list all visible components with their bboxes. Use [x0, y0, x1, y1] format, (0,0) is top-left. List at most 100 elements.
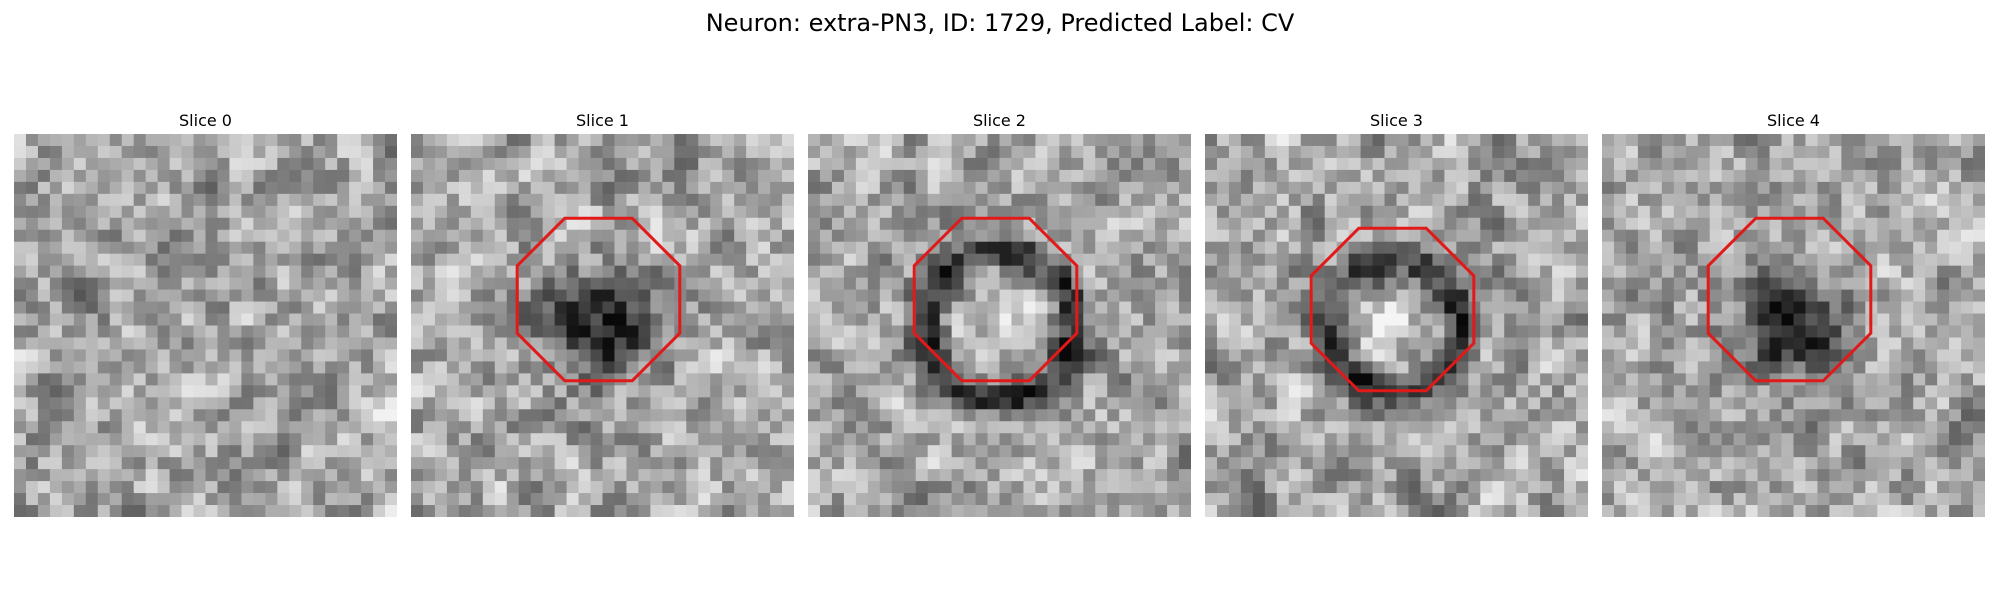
pixel [1384, 481, 1397, 494]
pixel [1011, 385, 1024, 398]
pixel [530, 421, 544, 434]
pixel [662, 277, 675, 290]
pixel [1937, 241, 1950, 255]
pixel [1396, 361, 1409, 374]
pixel [145, 457, 159, 470]
pixel [169, 457, 182, 470]
pixel [1552, 134, 1565, 147]
pixel [289, 265, 302, 279]
pixel [73, 229, 87, 243]
pixel [951, 337, 964, 350]
pixel [722, 181, 735, 195]
pixel [1468, 445, 1481, 458]
pixel [1865, 397, 1878, 410]
pixel [1408, 373, 1421, 386]
pixel [1564, 349, 1577, 362]
pixel [1288, 169, 1302, 183]
pixel [758, 373, 771, 386]
pixel [1432, 421, 1445, 434]
pixel [385, 397, 397, 410]
pixel [951, 253, 964, 267]
pixel [205, 493, 218, 506]
pixel [241, 421, 254, 434]
pixel [1119, 361, 1132, 374]
pixel [494, 145, 508, 159]
pixel [590, 253, 603, 267]
pixel [25, 265, 39, 279]
pixel [939, 409, 953, 422]
pixel [734, 229, 747, 243]
pixel [662, 181, 675, 195]
pixel [1312, 145, 1326, 159]
pixel [1071, 361, 1084, 374]
pixel [217, 409, 230, 422]
pixel [1228, 421, 1242, 434]
pixel [1901, 337, 1914, 350]
pixel [1889, 373, 1902, 386]
pixel [1456, 409, 1469, 422]
pixel [1456, 481, 1469, 494]
pixel [1637, 157, 1651, 171]
pixel [1697, 217, 1711, 231]
pixel [758, 181, 771, 195]
pixel [1913, 229, 1926, 243]
pixel [109, 445, 123, 458]
pixel [1829, 409, 1842, 422]
pixel [1035, 433, 1048, 446]
pixel [1119, 229, 1132, 243]
pixel [434, 325, 448, 338]
pixel [831, 169, 845, 183]
pixel [1805, 325, 1818, 338]
pixel [710, 505, 723, 517]
pixel [1841, 385, 1854, 398]
pixel [674, 385, 687, 398]
pixel [1709, 337, 1723, 350]
pixel [891, 253, 905, 267]
pixel [1216, 421, 1230, 434]
pixel [530, 265, 544, 279]
pixel [49, 241, 63, 255]
pixel [145, 145, 159, 159]
pixel [963, 253, 976, 267]
pixel [97, 253, 111, 267]
pixel [1240, 181, 1254, 195]
pixel [963, 445, 976, 458]
pixel [1240, 433, 1254, 446]
pixel [1805, 337, 1818, 350]
pixel [349, 193, 362, 207]
pixel [313, 505, 326, 517]
pixel [145, 409, 159, 422]
pixel [1071, 349, 1084, 362]
pixel [434, 457, 448, 470]
pixel [1288, 505, 1302, 517]
pixel [1336, 217, 1350, 231]
pixel [1312, 277, 1326, 290]
pixel [506, 193, 520, 207]
pixel [337, 265, 350, 279]
pixel [1492, 205, 1505, 219]
pixel [1396, 445, 1409, 458]
pixel [674, 241, 687, 255]
pixel [133, 373, 147, 386]
pixel [289, 385, 302, 398]
pixel [217, 265, 230, 279]
pixel [1047, 397, 1060, 410]
pixel [1107, 289, 1120, 302]
pixel [1564, 493, 1577, 506]
pixel [133, 421, 147, 434]
pixel [1769, 325, 1782, 338]
pixel [1240, 505, 1254, 517]
pixel [1576, 397, 1588, 410]
pixel [193, 277, 206, 290]
pixel [1300, 433, 1314, 446]
pixel [1276, 169, 1290, 183]
pixel [1384, 134, 1397, 147]
pixel [1516, 313, 1529, 326]
pixel [1576, 493, 1588, 506]
pixel [1216, 205, 1230, 219]
pixel [1913, 241, 1926, 255]
pixel [1649, 134, 1663, 147]
pixel [1083, 134, 1096, 147]
pixel [819, 493, 833, 506]
pixel [97, 445, 111, 458]
